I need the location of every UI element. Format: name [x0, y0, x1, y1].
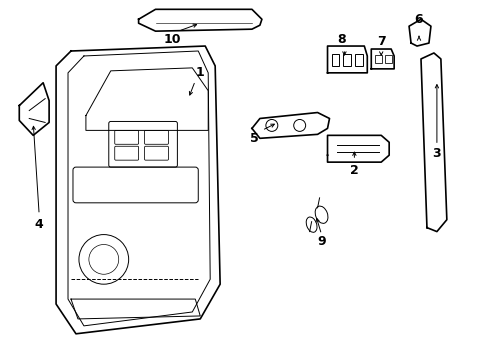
Text: 2: 2: [349, 163, 358, 176]
Text: 10: 10: [163, 33, 181, 46]
Bar: [374, 55, 382, 63]
Text: 3: 3: [432, 147, 440, 160]
Bar: [385, 55, 391, 63]
Text: 5: 5: [249, 132, 258, 145]
Text: 8: 8: [336, 33, 345, 46]
Bar: [343, 54, 351, 66]
Text: 6: 6: [414, 13, 423, 26]
Text: 9: 9: [317, 235, 325, 248]
Bar: [355, 54, 363, 66]
Text: 7: 7: [376, 35, 385, 48]
Text: 1: 1: [196, 66, 204, 79]
Bar: [331, 54, 339, 66]
Text: 4: 4: [35, 218, 43, 231]
